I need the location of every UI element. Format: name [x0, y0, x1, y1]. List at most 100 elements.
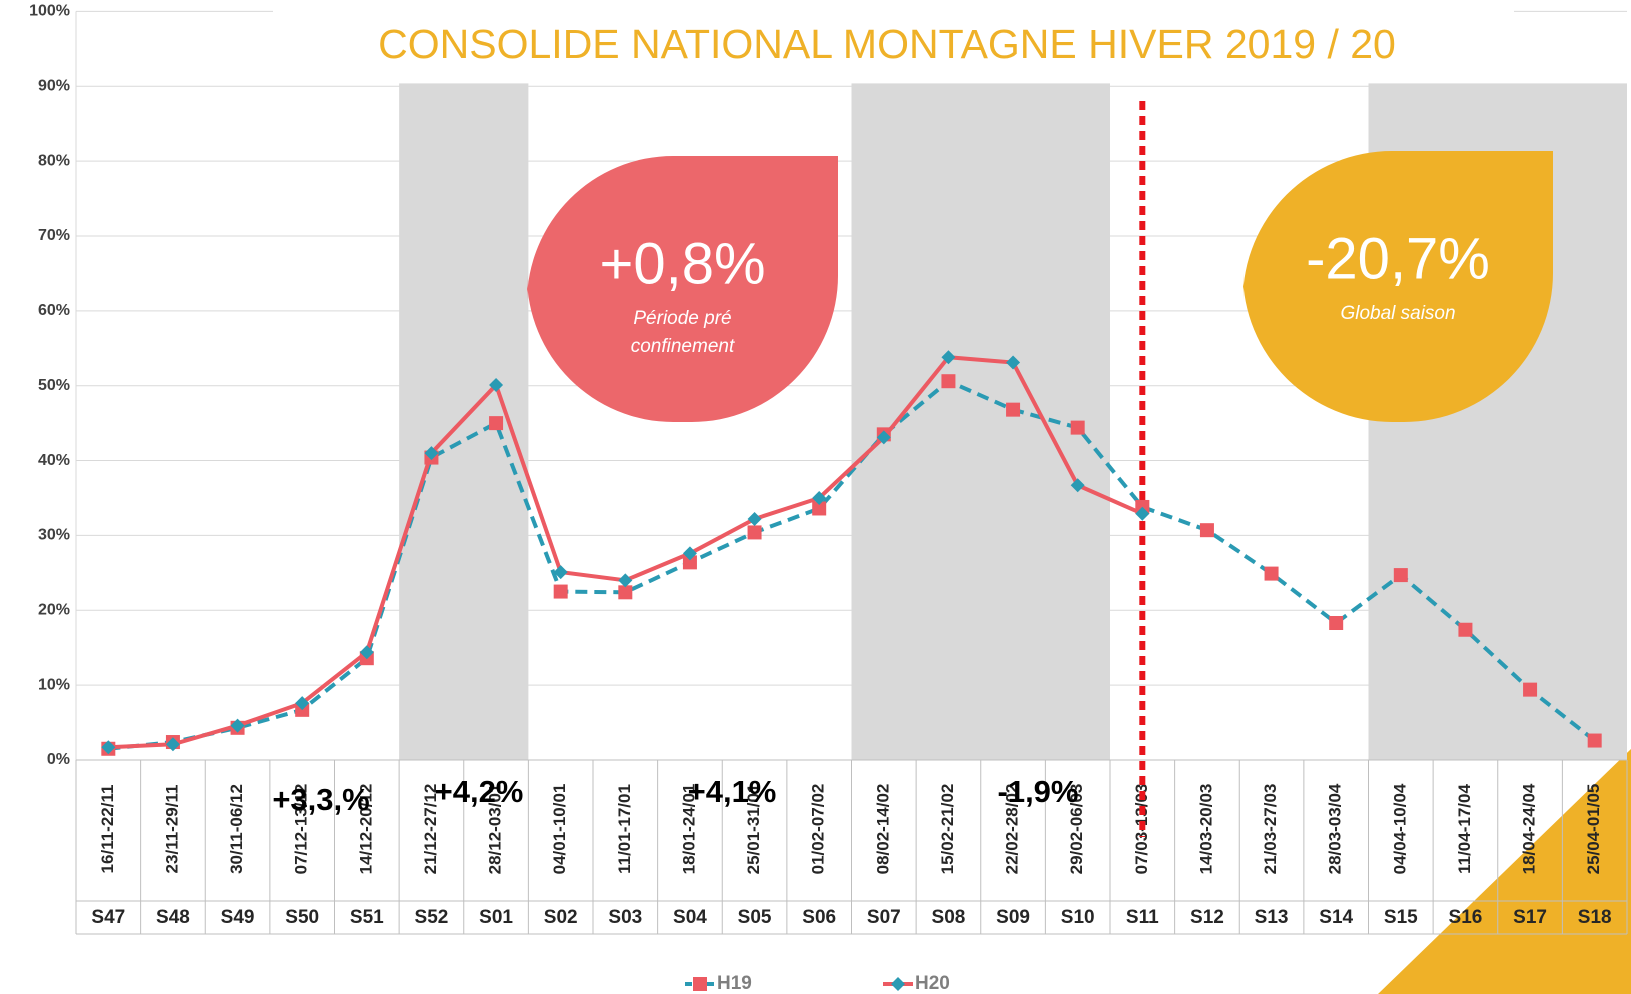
- x-tick-label: 08/02-14/02: [873, 784, 892, 875]
- series-marker: [1135, 506, 1150, 521]
- week-label: S15: [1384, 907, 1418, 928]
- x-tick-label: 14/03-20/03: [1196, 784, 1215, 875]
- week-label: S18: [1578, 907, 1612, 928]
- y-tick-label: 90%: [38, 77, 70, 94]
- series-marker: [682, 546, 697, 561]
- series-marker: [618, 573, 633, 588]
- series-marker: [682, 555, 697, 570]
- week-label: S14: [1319, 907, 1353, 928]
- week-label: S52: [415, 907, 449, 928]
- series-marker: [1199, 523, 1214, 538]
- x-tick-label: 11/01-17/01: [615, 784, 634, 874]
- corner-decoration: [1378, 749, 1631, 994]
- series-marker: [230, 718, 245, 733]
- series-marker: [553, 584, 568, 599]
- week-label: S02: [544, 907, 578, 928]
- x-tick-label: 25/01-31/01: [744, 784, 763, 875]
- week-label: S06: [802, 907, 836, 928]
- x-tick-label: 25/04-01/05: [1584, 784, 1603, 875]
- callout-text: confinement: [631, 336, 735, 357]
- series-marker: [553, 565, 568, 580]
- series-marker: [876, 430, 891, 445]
- y-tick-label: 80%: [38, 152, 70, 169]
- x-tick-label: 04/01-10/01: [550, 784, 569, 875]
- series-marker: [1070, 478, 1085, 493]
- annotation: +3,3,%: [272, 782, 369, 817]
- series-marker: [1458, 622, 1473, 637]
- annotation: +4,2%: [435, 774, 524, 809]
- x-tick-label: 23/11-29/11: [162, 785, 181, 874]
- week-label: S04: [673, 907, 707, 928]
- title-box: [273, 0, 1514, 83]
- x-tick-label: 29/02-06/03: [1067, 784, 1086, 875]
- callout-value: +0,8%: [599, 231, 765, 296]
- series-marker: [812, 501, 827, 516]
- x-tick-label: 15/02-21/02: [938, 784, 957, 875]
- series-line: [108, 378, 1596, 751]
- series-marker: [295, 696, 310, 711]
- x-tick-label: 28/12-03/01: [486, 784, 505, 875]
- week-label: S48: [156, 907, 190, 928]
- series-marker: [489, 416, 504, 431]
- x-tick-label: 11/04-17/04: [1455, 784, 1474, 874]
- y-tick-label: 10%: [38, 676, 70, 693]
- x-tick-label: 18/04-24/04: [1520, 783, 1539, 874]
- x-tick-label: 22/02-28/02: [1003, 784, 1022, 875]
- x-tick-label: 04/04-10/04: [1390, 783, 1409, 874]
- series-marker: [1523, 682, 1538, 697]
- week-label: S12: [1190, 907, 1224, 928]
- week-label: S51: [350, 907, 384, 928]
- series-marker: [1070, 420, 1085, 435]
- callout-bubble: [527, 156, 838, 422]
- week-label: S47: [91, 907, 125, 928]
- y-tick-label: 60%: [38, 302, 70, 319]
- series-marker: [941, 350, 956, 365]
- x-tick-label: 21/12-27/12: [421, 784, 440, 875]
- legend-marker: [693, 977, 707, 991]
- series-marker: [489, 377, 504, 392]
- week-label: S01: [479, 907, 513, 928]
- series-marker: [101, 740, 116, 755]
- x-tick-label: 21/03-27/03: [1261, 784, 1280, 875]
- series-marker: [747, 511, 762, 526]
- week-label: S17: [1513, 907, 1547, 928]
- series-marker: [1587, 733, 1602, 748]
- y-tick-label: 0%: [47, 751, 70, 768]
- y-tick-label: 30%: [38, 527, 70, 544]
- y-tick-label: 70%: [38, 227, 70, 244]
- callout-text: Période pré: [633, 308, 731, 329]
- week-label: S08: [932, 907, 966, 928]
- series-marker: [812, 490, 827, 505]
- x-tick-label: 18/01-24/01: [679, 784, 698, 875]
- x-tick-label: 01/02-07/02: [809, 784, 828, 875]
- legend-marker: [891, 977, 905, 991]
- chart-title: CONSOLIDE NATIONAL MONTAGNE HIVER 2019 /…: [378, 21, 1396, 67]
- week-label: S11: [1126, 907, 1159, 928]
- week-label: S09: [996, 907, 1030, 928]
- callout-bubble: [1243, 151, 1553, 422]
- week-label: S03: [608, 907, 642, 928]
- week-label: S10: [1061, 907, 1095, 928]
- series-marker: [165, 737, 180, 752]
- x-tick-label: 07/12-13/12: [292, 784, 311, 875]
- series-marker: [618, 585, 633, 600]
- series-marker: [1329, 616, 1344, 631]
- series-marker: [1264, 566, 1279, 581]
- y-tick-label: 100%: [29, 3, 70, 20]
- week-label: S07: [867, 907, 901, 928]
- legend-label: H19: [717, 973, 752, 994]
- week-label: S05: [738, 907, 772, 928]
- series-marker: [1006, 355, 1021, 370]
- callout-value: -20,7%: [1306, 226, 1490, 291]
- series-marker: [359, 645, 374, 660]
- x-tick-label: 28/03-03/04: [1326, 783, 1345, 874]
- legend-label: H20: [915, 973, 950, 994]
- x-tick-label: 16/11-22/11: [98, 785, 117, 874]
- annotation: +4,1%: [688, 774, 777, 809]
- x-tick-label: 30/11-06/12: [227, 784, 246, 874]
- y-tick-label: 40%: [38, 452, 70, 469]
- x-tick-label: 14/12-20/12: [356, 784, 375, 875]
- annotation: -1,9%: [998, 774, 1079, 809]
- week-label: S49: [221, 907, 255, 928]
